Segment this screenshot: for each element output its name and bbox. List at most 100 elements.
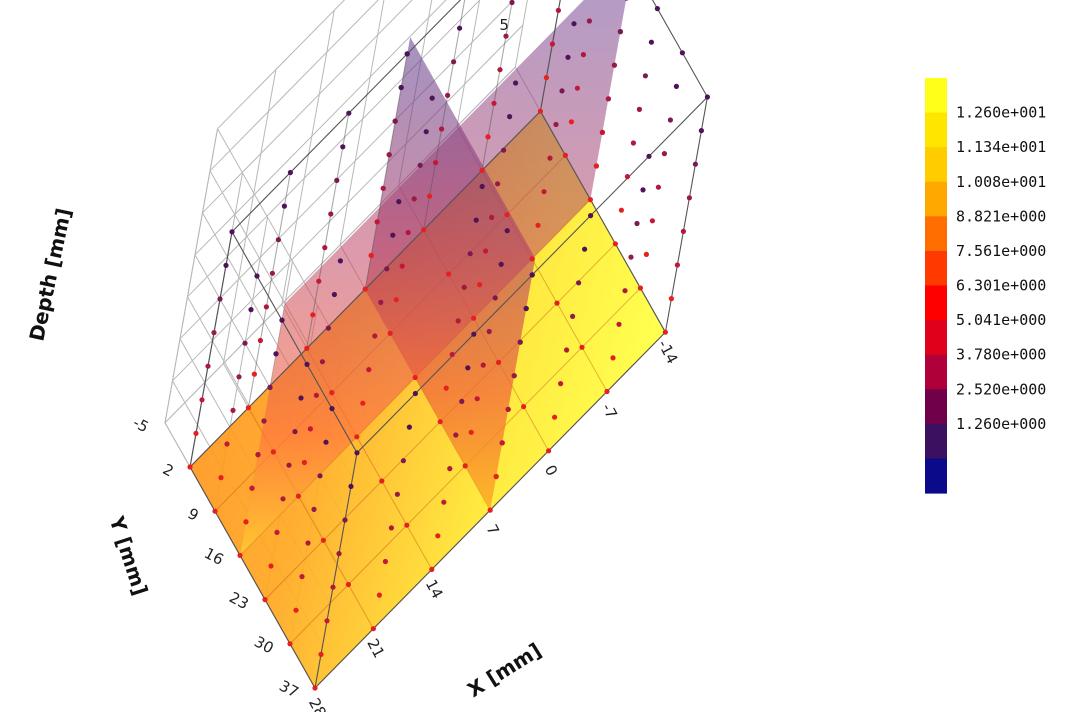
colorbar-label: 1.260e+001 — [956, 104, 1046, 122]
data-point — [387, 330, 393, 336]
data-point — [582, 246, 588, 252]
data-point — [680, 228, 687, 234]
z-axis-title: Depth [mm] — [24, 206, 76, 343]
data-point — [504, 212, 510, 218]
data-point — [498, 261, 504, 267]
data-point — [230, 407, 236, 413]
data-point — [293, 607, 299, 613]
data-point — [257, 337, 263, 344]
data-point — [487, 507, 493, 513]
data-point — [492, 295, 498, 301]
side-wall-gridline — [164, 128, 218, 423]
data-point — [503, 33, 509, 39]
data-point — [480, 362, 486, 368]
data-points — [187, 0, 711, 691]
colorbar-label: 8.821e+000 — [956, 207, 1046, 225]
data-point — [555, 7, 562, 13]
data-point — [211, 330, 217, 336]
data-point — [537, 108, 544, 114]
x-tick-label: 14 — [422, 576, 447, 601]
data-point — [674, 262, 681, 268]
data-point — [354, 450, 360, 456]
data-point — [411, 196, 417, 202]
x-tick-label: 21 — [363, 636, 388, 661]
data-point — [634, 220, 640, 227]
data-point — [624, 0, 629, 1]
bounding-box-edge — [306, 113, 350, 349]
data-point — [462, 463, 468, 469]
y-tick-label: -5 — [130, 413, 152, 436]
data-point — [345, 581, 351, 588]
data-point — [477, 282, 483, 288]
data-point — [412, 390, 418, 397]
data-point — [435, 533, 441, 539]
data-point — [471, 315, 477, 321]
bounding-box-edge — [364, 53, 408, 290]
data-point — [507, 114, 513, 120]
data-point — [447, 466, 453, 472]
bounding-box-edge — [247, 172, 291, 408]
colorbar-swatch — [925, 320, 947, 356]
data-point — [643, 251, 650, 257]
y-axis-title: Y [mm] — [104, 512, 152, 598]
data-point — [328, 211, 334, 217]
data-point — [513, 80, 519, 86]
data-point — [499, 440, 505, 446]
back-wall-gridline — [281, 10, 335, 305]
data-point — [571, 21, 577, 27]
data-point — [380, 185, 386, 191]
data-point — [320, 537, 326, 543]
data-point — [301, 459, 307, 466]
data-point — [318, 651, 324, 658]
data-point — [679, 50, 686, 56]
data-point — [496, 359, 502, 365]
data-point — [292, 429, 298, 435]
data-point — [611, 62, 618, 68]
data-point — [467, 251, 473, 257]
colorbar-swatch — [925, 78, 947, 114]
data-point — [521, 404, 527, 410]
data-point — [493, 473, 499, 480]
data-point — [342, 517, 348, 523]
data-point — [263, 304, 269, 310]
data-point — [449, 351, 455, 358]
data-point — [348, 483, 354, 489]
data-point — [662, 329, 669, 335]
data-point — [553, 121, 559, 128]
data-point — [270, 449, 276, 455]
colorbar-swatch — [925, 354, 947, 390]
data-point — [474, 396, 480, 402]
data-point — [229, 229, 235, 235]
data-point — [316, 278, 322, 284]
colorbar-swatch — [925, 423, 947, 460]
data-point — [637, 285, 644, 291]
data-point — [379, 478, 385, 484]
data-point — [262, 597, 268, 603]
data-point — [268, 563, 274, 569]
data-point — [310, 312, 316, 318]
data-point — [400, 458, 406, 464]
data-point — [304, 345, 310, 351]
data-point — [374, 219, 380, 225]
data-point — [304, 361, 310, 367]
data-point — [366, 367, 372, 373]
data-point — [382, 558, 388, 565]
back-wall-gridline — [187, 0, 481, 298]
data-point — [317, 473, 323, 479]
data-point — [587, 197, 594, 203]
data-point — [616, 321, 622, 327]
data-point — [605, 96, 612, 102]
data-point — [236, 374, 242, 380]
back-wall-gridline — [339, 0, 385, 245]
z-tick-label: 5 — [499, 16, 509, 34]
y-tick-label: 9 — [185, 504, 202, 524]
data-point — [668, 296, 675, 302]
back-wall-gridline — [514, 0, 528, 68]
data-point — [459, 398, 465, 404]
data-point — [254, 273, 260, 279]
colorbar-label: 5.041e+000 — [956, 311, 1046, 329]
data-point — [505, 406, 511, 412]
colorbar-label: 2.520e+000 — [956, 380, 1046, 398]
back-wall-gridline — [202, 0, 413, 214]
data-point — [617, 29, 624, 35]
